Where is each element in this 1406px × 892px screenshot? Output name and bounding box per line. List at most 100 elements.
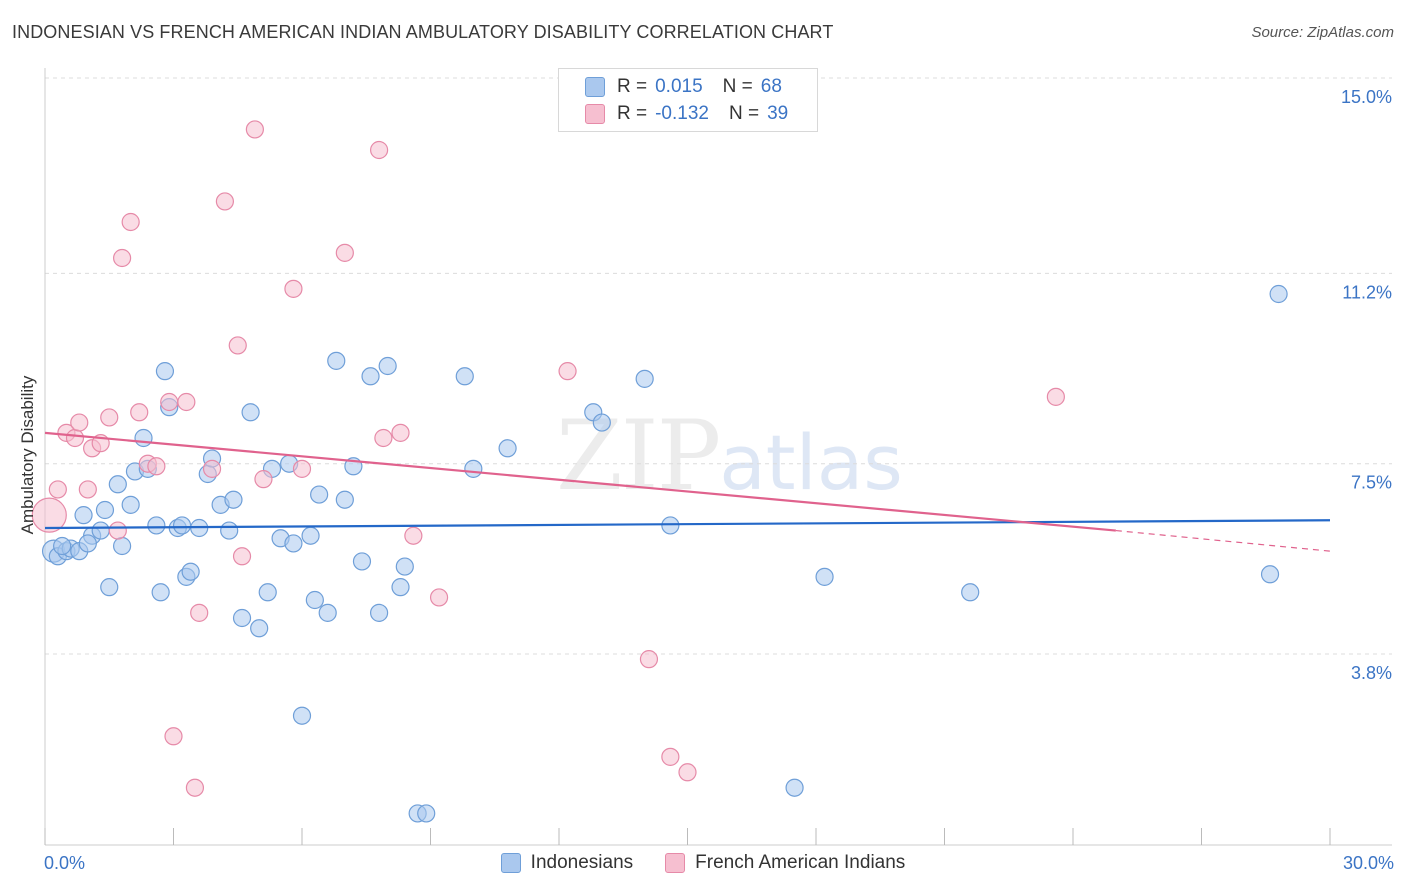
french-american-indians-point <box>130 403 149 422</box>
indonesians-point <box>95 500 115 520</box>
stats-legend-row-indonesians: R = 0.015 N = 68 <box>585 75 782 99</box>
axis-layer <box>44 68 1392 846</box>
indonesians-point <box>378 356 397 376</box>
indonesians-point <box>121 495 140 514</box>
chart-title: INDONESIAN VS FRENCH AMERICAN INDIAN AMB… <box>12 22 834 42</box>
r-value: 0.015 <box>655 76 703 97</box>
french-american-indians-point <box>78 480 97 499</box>
indonesians-point <box>361 367 380 386</box>
series-legend-indonesians[interactable]: Indonesians <box>500 852 634 874</box>
french-american-indians-point <box>108 521 127 540</box>
indonesians-point <box>250 619 269 638</box>
grid-layer <box>45 77 1392 655</box>
french-american-indians-point <box>202 459 222 478</box>
indonesians-point <box>498 439 517 458</box>
french-american-indians-point <box>391 423 410 442</box>
indonesians-point <box>112 536 132 556</box>
indonesians-point <box>391 578 410 597</box>
indonesians-point <box>232 608 252 628</box>
series-legend-label: French American Indians <box>695 852 906 873</box>
indonesians-point <box>74 506 93 525</box>
indonesians-point <box>455 367 474 386</box>
watermark-atlas: atlas <box>719 418 903 507</box>
indonesians-point <box>53 536 72 556</box>
y-tick-label: 7.5% <box>1351 473 1392 493</box>
indonesians-point <box>352 552 372 571</box>
stats-legend: R = 0.015 N = 68 R = -0.132 N = 39 <box>558 68 818 132</box>
watermark-zip: ZIP <box>556 400 721 512</box>
indonesians-point <box>1269 284 1288 304</box>
y-tick-label: 11.2% <box>1342 282 1392 302</box>
french-american-indians-point <box>374 428 393 448</box>
french-american-indians-point <box>160 392 179 412</box>
french-american-indians-point <box>404 526 423 545</box>
french-american-indians-point <box>100 408 119 427</box>
french-american-indians-point <box>215 192 234 211</box>
y-tick-label: 15.0% <box>1341 87 1392 107</box>
x-tick-label-left: 0.0% <box>44 853 85 873</box>
indonesians-point <box>172 516 192 535</box>
french-american-indians-point <box>190 603 209 622</box>
indonesians-point <box>241 403 260 422</box>
indonesians-point <box>155 362 175 381</box>
n-value: 39 <box>767 103 789 124</box>
indonesians-point <box>220 521 239 540</box>
indonesians-point <box>181 562 200 581</box>
indonesians-point <box>318 603 337 622</box>
source-credit: Source: ZipAtlas.com <box>1251 24 1394 41</box>
indonesians-point <box>147 516 166 535</box>
indonesians-point <box>464 459 483 478</box>
french-american-indians-trendline-extension <box>1115 529 1331 552</box>
indonesians-point <box>592 413 611 432</box>
french-american-indians-point <box>639 650 659 669</box>
french-american-indians-point <box>284 279 303 298</box>
indonesians-point <box>284 534 303 553</box>
r-value: -0.132 <box>655 103 709 124</box>
french-american-indians-point <box>254 470 273 489</box>
legend-swatch-blue <box>585 77 605 97</box>
french-american-indians-point <box>112 248 132 268</box>
indonesians-point <box>224 490 243 509</box>
indonesians-point <box>370 603 389 622</box>
french-american-indians-point <box>678 763 697 782</box>
indonesians-point <box>310 485 329 504</box>
indonesians-point <box>961 583 980 602</box>
indonesians-point <box>292 706 312 725</box>
french-american-indians-point <box>164 727 183 746</box>
french-american-indians-point <box>65 428 85 448</box>
indonesians-point <box>785 778 804 797</box>
indonesians-point <box>815 567 834 586</box>
french-american-indians-point <box>661 747 680 766</box>
french-american-indians-point <box>335 243 354 262</box>
stats-legend-row-french-american-indians: R = -0.132 N = 39 <box>585 102 788 126</box>
legend-swatch-pink <box>665 853 686 873</box>
points-layer <box>31 120 1288 823</box>
indonesians-point <box>327 351 346 370</box>
indonesians-point <box>305 590 324 610</box>
indonesians-point <box>301 526 320 545</box>
indonesians-point <box>100 578 119 597</box>
series-legend-french-american-indians[interactable]: French American Indians <box>665 852 905 874</box>
legend-swatch-pink <box>585 104 605 124</box>
french-american-indians-point <box>147 457 166 476</box>
r-label: R = <box>617 103 648 124</box>
indonesians-point <box>1260 565 1280 584</box>
r-label: R = <box>617 76 648 97</box>
french-american-indians-point <box>370 140 389 160</box>
indonesians-point <box>635 369 654 388</box>
y-axis-label: Ambulatory Disability <box>18 375 37 535</box>
series-legend-label: Indonesians <box>530 852 634 873</box>
french-american-indians-point <box>429 588 449 607</box>
indonesians-point <box>108 475 127 494</box>
french-american-indians-point <box>1046 387 1065 406</box>
indonesians-point <box>134 428 153 448</box>
series-legend: Indonesians French American Indians <box>0 852 1406 874</box>
indonesians-point <box>258 583 277 602</box>
n-value: 68 <box>760 76 782 97</box>
indonesians-point <box>417 804 436 823</box>
indonesians-point <box>78 534 97 553</box>
y-tick-label: 3.8% <box>1351 663 1392 683</box>
french-american-indians-point <box>121 212 140 232</box>
french-american-indians-point <box>292 459 312 478</box>
french-american-indians-point <box>228 336 247 355</box>
